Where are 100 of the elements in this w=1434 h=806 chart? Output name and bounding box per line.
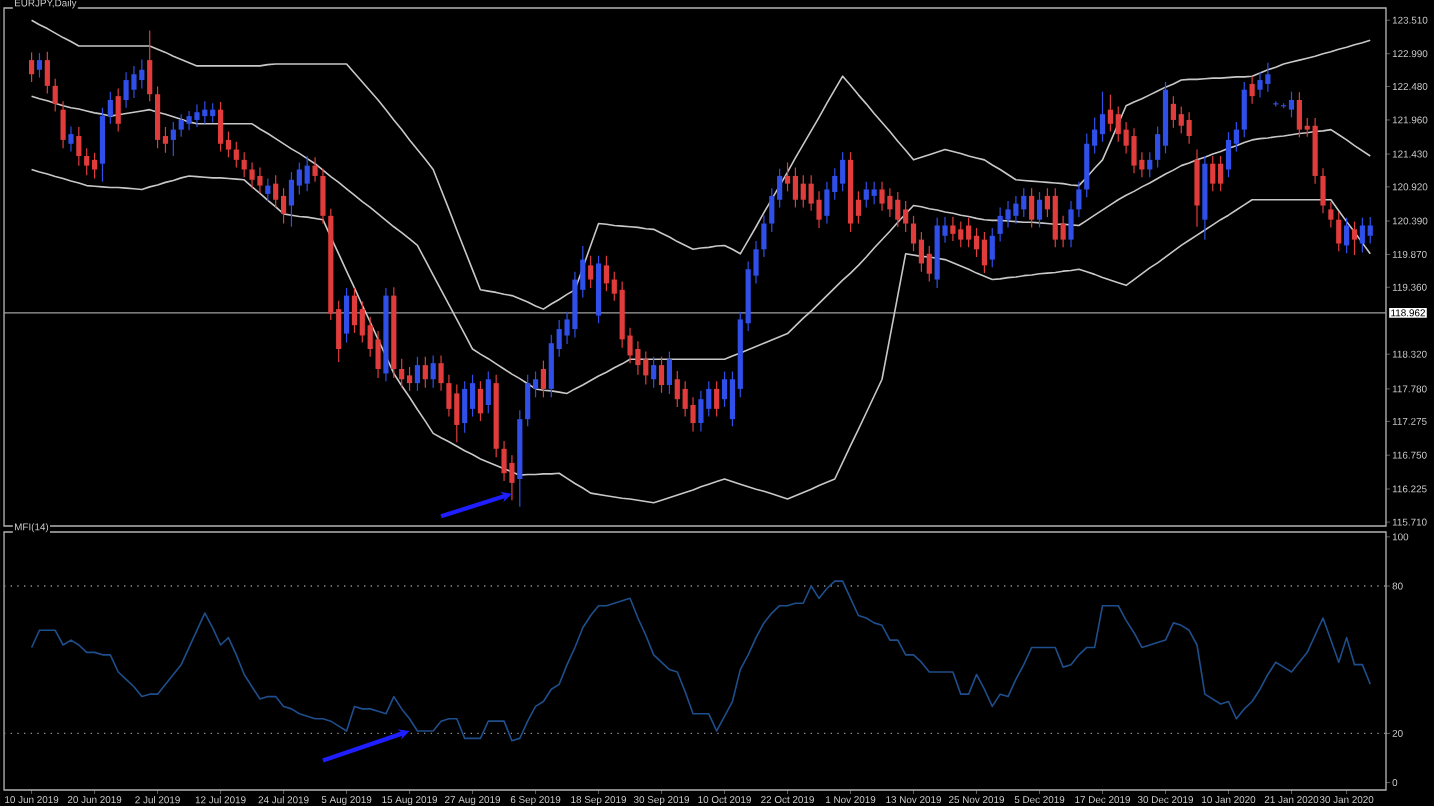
candlestick	[1336, 211, 1342, 252]
candlestick	[399, 358, 405, 389]
candlestick	[1076, 181, 1082, 218]
candlestick	[1186, 111, 1192, 145]
candlestick	[966, 217, 972, 248]
candlestick	[477, 380, 484, 422]
candlestick	[1131, 127, 1137, 174]
candlestick	[1210, 155, 1216, 192]
candlestick	[690, 396, 696, 432]
candlestick	[1013, 195, 1019, 225]
candlestick	[107, 91, 113, 125]
candlestick	[1320, 167, 1326, 214]
candlestick	[257, 166, 263, 194]
candlestick	[52, 78, 58, 113]
candlestick	[989, 227, 995, 268]
candlestick	[981, 231, 987, 274]
candlestick	[1005, 200, 1011, 229]
candlestick	[462, 380, 468, 434]
candlestick	[1218, 155, 1224, 192]
candlestick	[651, 356, 657, 389]
candlestick	[635, 340, 641, 376]
candlestick	[84, 147, 90, 176]
candlestick	[1068, 200, 1074, 248]
candlestick	[588, 255, 594, 289]
candlestick	[1265, 62, 1271, 93]
candlestick	[926, 245, 932, 283]
candlestick	[548, 334, 554, 398]
candlestick	[525, 374, 531, 427]
candlestick	[792, 166, 799, 209]
candlestick	[1115, 105, 1121, 143]
candlestick	[1052, 187, 1058, 248]
candlestick	[643, 351, 649, 386]
candlestick	[761, 214, 767, 258]
candlestick	[123, 71, 129, 109]
candlestick	[170, 121, 176, 157]
candlestick	[706, 380, 712, 418]
candlestick	[115, 87, 121, 133]
candlestick	[1099, 91, 1106, 143]
candlestick	[280, 187, 287, 225]
candlestick	[406, 366, 413, 392]
candlestick	[1084, 132, 1090, 198]
candlestick	[674, 370, 680, 408]
candlestick	[1296, 91, 1302, 138]
candlestick	[824, 181, 830, 225]
candlestick	[68, 125, 74, 153]
candlestick	[36, 52, 43, 79]
candlestick	[540, 360, 547, 398]
candlestick	[879, 181, 885, 212]
candlestick	[1107, 94, 1113, 133]
candlestick	[1147, 151, 1153, 178]
candlestick	[918, 231, 924, 273]
candlestick	[1241, 81, 1247, 138]
candlestick	[414, 356, 421, 392]
candlestick	[895, 191, 901, 228]
candlestick	[603, 255, 610, 292]
candlestick	[1036, 191, 1043, 229]
candlestick	[249, 161, 255, 189]
candlestick	[501, 440, 507, 482]
candlestick	[1170, 95, 1176, 129]
candlestick	[1351, 221, 1358, 256]
candlestick	[351, 287, 358, 334]
candlestick	[422, 356, 428, 389]
candlestick	[343, 287, 350, 344]
candlestick	[1021, 187, 1027, 218]
candlestick	[958, 221, 964, 248]
candlestick	[714, 380, 720, 418]
candlestick	[509, 454, 515, 501]
candlestick	[485, 370, 491, 414]
candlestick	[147, 29, 153, 102]
candlestick	[808, 174, 814, 212]
candlestick	[840, 151, 846, 192]
candlestick	[1367, 216, 1373, 245]
candlestick	[217, 101, 224, 153]
candlestick	[871, 181, 877, 205]
candlestick	[202, 100, 208, 125]
candlestick	[887, 187, 893, 218]
candlestick	[375, 330, 381, 379]
candlestick	[186, 110, 192, 131]
candlestick	[320, 168, 326, 225]
candlestick	[99, 107, 106, 183]
candlestick	[1029, 187, 1035, 229]
candlestick	[438, 354, 444, 392]
candlestick	[903, 200, 909, 233]
candlestick	[1225, 131, 1232, 178]
candlestick	[1288, 91, 1295, 118]
candlestick	[1328, 201, 1334, 229]
candlestick	[997, 206, 1003, 243]
candlestick	[359, 300, 365, 344]
candlestick	[1178, 105, 1184, 135]
candlestick	[658, 356, 665, 394]
candlestick	[241, 151, 247, 178]
candlestick	[233, 141, 239, 169]
candlestick	[1257, 71, 1263, 99]
candlestick	[863, 181, 869, 209]
candlestick	[312, 156, 318, 183]
candlestick	[950, 216, 956, 242]
candlestick	[469, 374, 476, 418]
candlestick	[1359, 217, 1365, 254]
candlestick	[816, 190, 822, 229]
candlestick	[273, 174, 279, 209]
